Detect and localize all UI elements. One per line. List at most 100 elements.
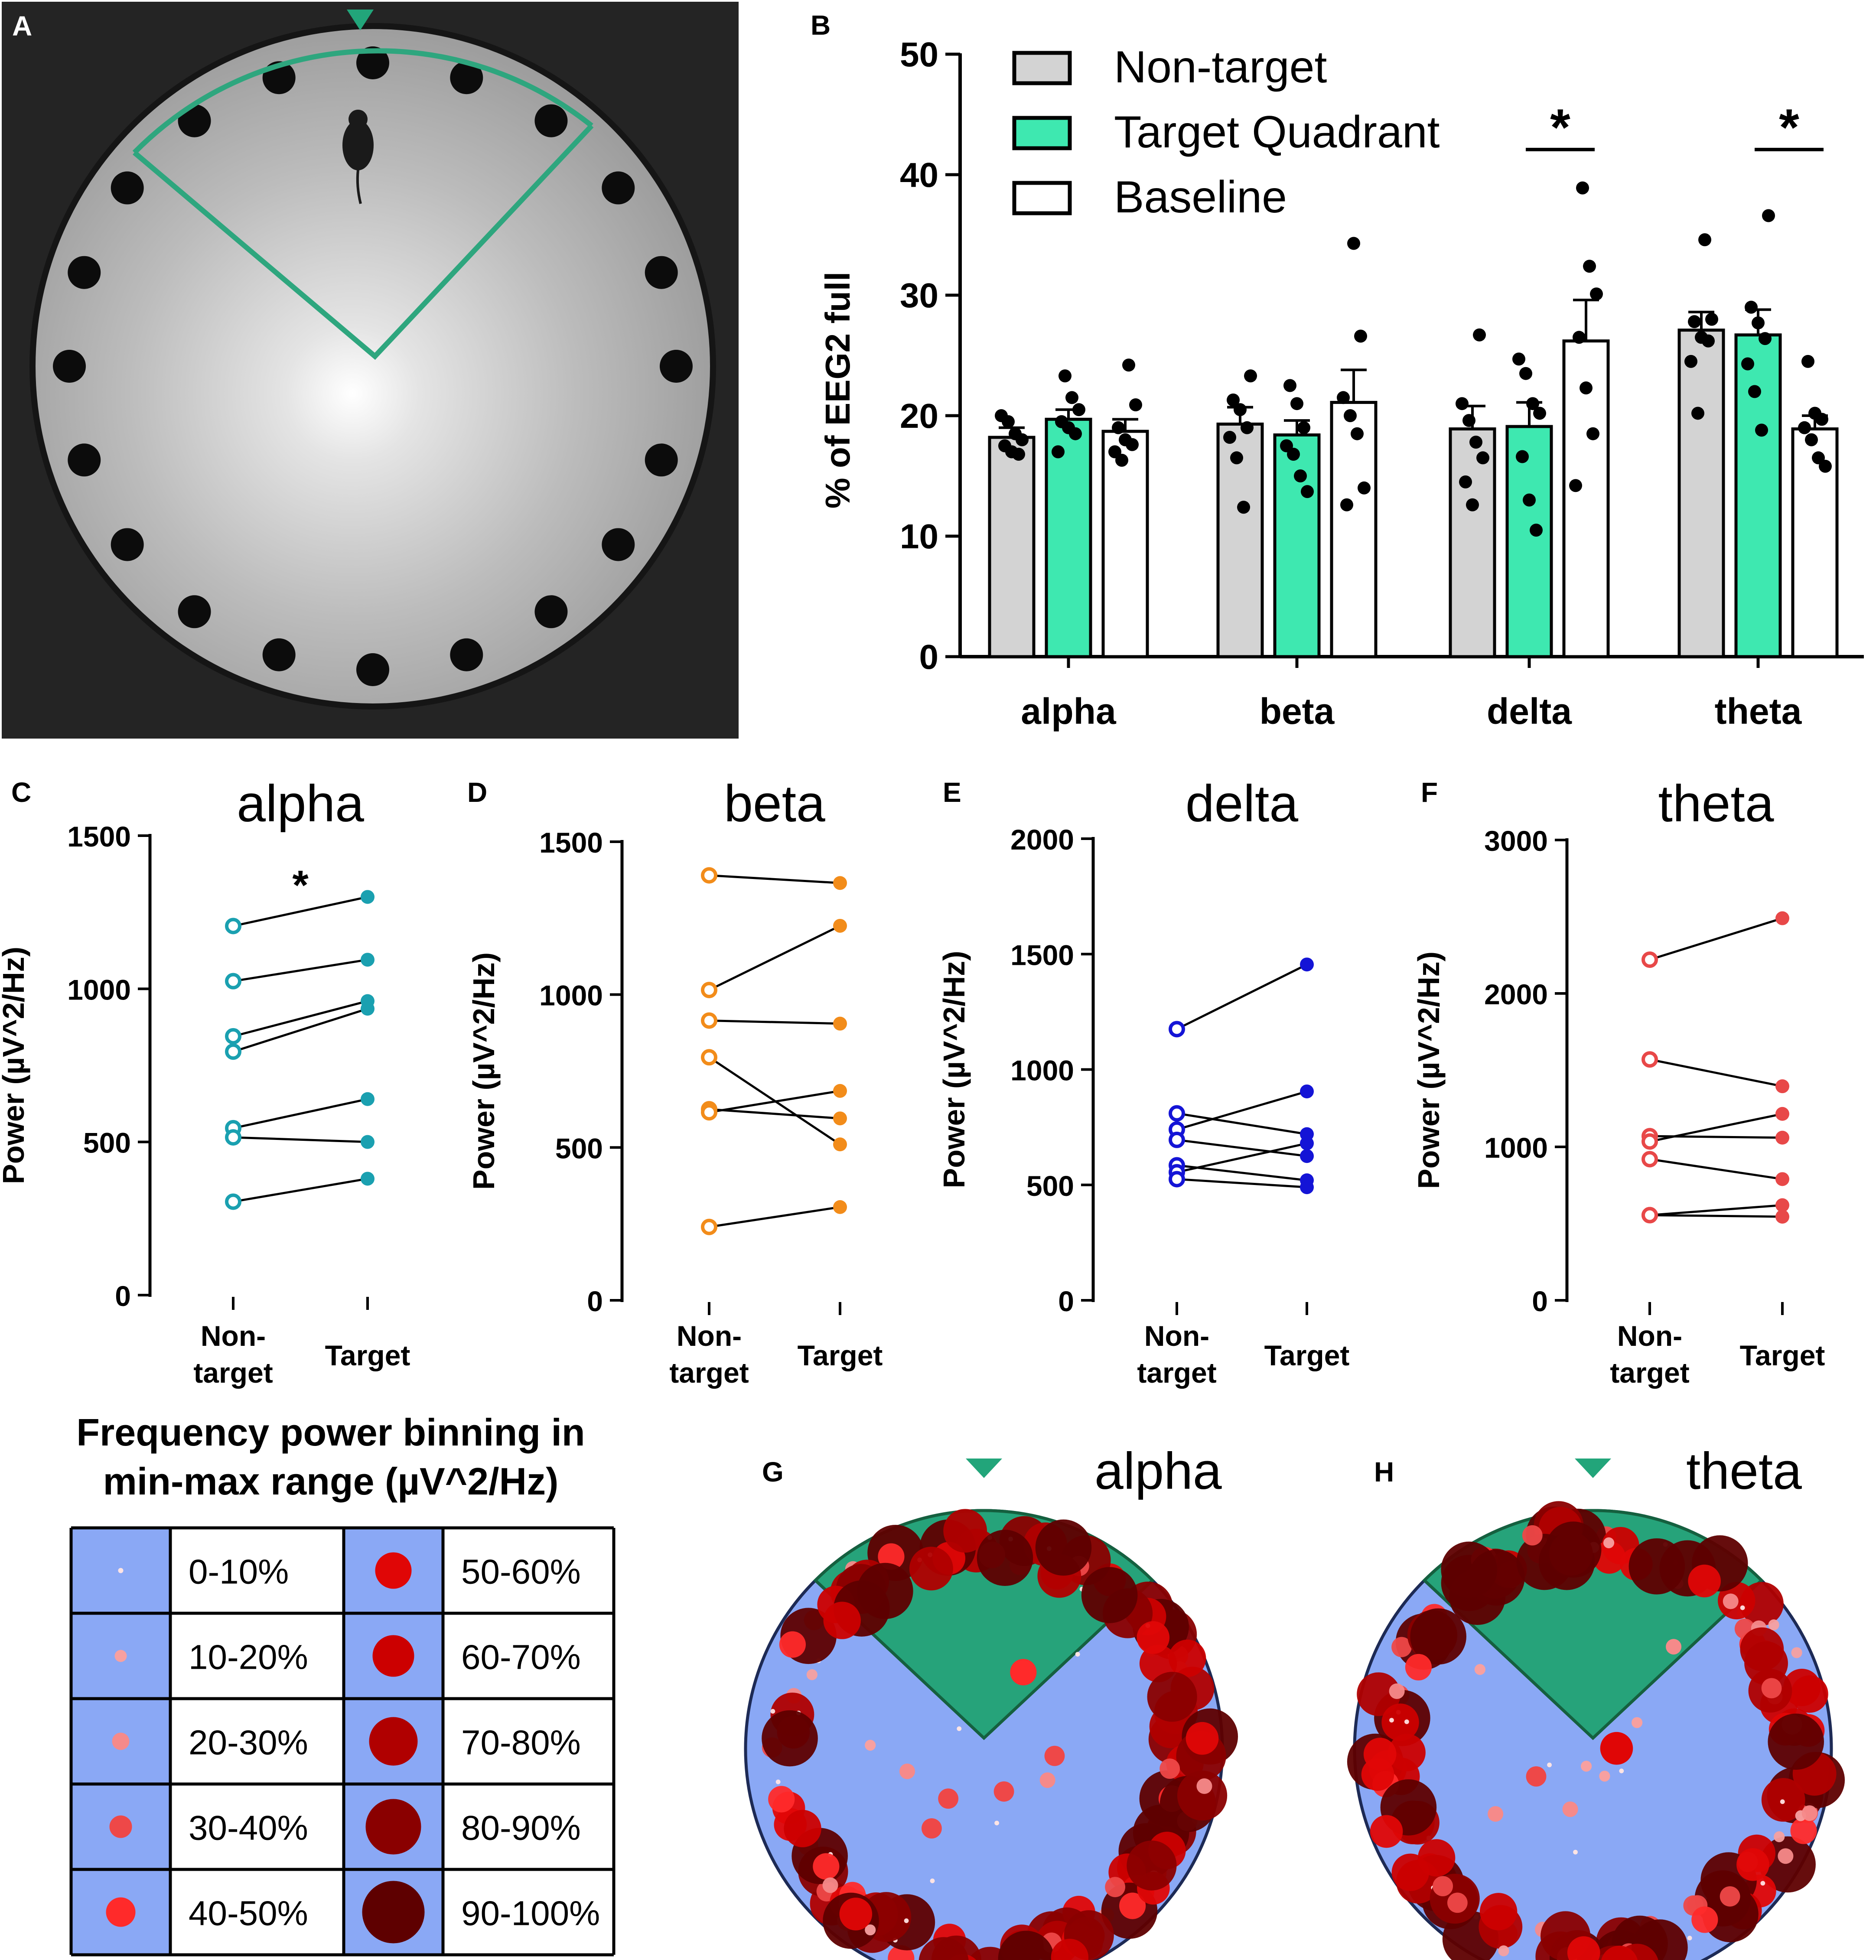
maze-holes [53,46,693,686]
power-dot [957,1726,962,1731]
maze-hole [534,595,568,628]
panel-letter-f: F [1421,777,1438,808]
target-point [361,953,375,967]
data-point [1762,209,1775,222]
power-dot [1479,1893,1518,1931]
data-point [1347,237,1360,250]
power-dot [1740,1627,1784,1671]
target-point [361,1002,375,1016]
legend-dot-5 [375,1552,412,1589]
data-point [1741,357,1754,371]
power-dot [1081,1567,1138,1623]
power-dot [1391,1637,1412,1657]
pair-line [1176,1112,1307,1136]
power-dot [918,1937,969,1960]
maze-hole [356,46,389,79]
nontarget-point [701,1012,717,1029]
y-tick-label: 0 [587,1285,603,1317]
panel-h: H theta [1347,1442,1845,1960]
data-point [1052,445,1065,459]
panel-f: F 0 1000 2000 3000 Power (µV^2/Hz) theta Non-t… [1412,775,1825,1389]
pair-line [1176,963,1308,1030]
power-dot [1760,1881,1765,1886]
nontarget-point [225,1193,241,1210]
x-tick-label-alpha: alpha [1021,691,1117,732]
panel-letter-h: H [1374,1456,1394,1488]
data-point [1337,391,1350,404]
data-point [1012,447,1025,461]
maze-hole [645,256,678,289]
data-point [1576,181,1589,195]
pair-line [709,1206,840,1228]
data-point [1283,379,1296,392]
nontarget-point [1169,1131,1185,1148]
data-point [1476,451,1489,465]
power-dot [1159,1758,1180,1779]
power-dot [1105,1877,1126,1898]
legend-dot-9 [362,1881,425,1944]
pair-line [709,874,840,884]
power-dot [993,1781,1014,1802]
nontarget-point [1169,1105,1185,1122]
chart-title: delta [1186,775,1298,833]
data-point [1533,407,1546,420]
power-dot [977,1530,1033,1586]
maze-hole [53,350,86,383]
mouse-icon [342,110,374,204]
power-dot [1603,1537,1615,1549]
power-dot [1474,1664,1485,1675]
y-tick-label: 500 [83,1127,131,1159]
chart-title: alpha [237,775,364,833]
x-tick-label-nontarget-1: Non- [1617,1320,1682,1352]
pair-line [1649,1214,1783,1218]
nontarget-point [1642,1133,1658,1150]
power-dot [1545,1521,1602,1578]
data-point [1580,381,1593,395]
data-point [1351,427,1364,440]
data-point [1223,431,1236,444]
pair-line [709,1090,840,1113]
x-tick-label-theta: theta [1715,691,1802,732]
nontarget-point [1642,1051,1658,1068]
pair-line [709,1108,840,1120]
legend-label: Baseline [1114,172,1287,222]
power-dot [998,1931,1055,1960]
x-tick-label-target: Target [1740,1339,1825,1371]
data-point [1583,260,1596,273]
power-dot [1768,1619,1779,1631]
target-point [1775,1198,1789,1212]
power-dot [1127,1840,1177,1891]
target-point [1300,957,1314,972]
y-tick-label: 10 [900,517,938,556]
y-axis-label: Power (µV^2/Hz) [0,947,30,1184]
nontarget-point [1169,1171,1185,1188]
pair-line [1176,1090,1307,1131]
maze-hole [602,528,635,561]
data-point [1122,358,1135,372]
paired-chart-alpha: 0 500 1000 1500 Power (µV^2/Hz) alpha Non-targ… [0,775,410,1389]
significance-star: * [1550,98,1570,156]
nontarget-point [225,1129,241,1146]
data-point [1459,475,1472,488]
data-point [1340,498,1353,511]
nontarget-point [701,867,717,884]
maze-hole [450,638,483,671]
data-point [1344,409,1357,422]
bar-chart: 0 10 20 30 40 50 % of EEG2 full alpha beta delta t… [818,35,1864,732]
data-point [1059,369,1072,383]
target-point [1775,1210,1789,1224]
power-dot [1389,1718,1394,1723]
power-dot [1691,1906,1718,1933]
target-marker-icon [347,10,374,30]
target-point [833,1137,847,1152]
pair-line [1649,1158,1783,1180]
panel-letter-c: C [11,777,31,808]
power-dot [1720,1886,1740,1907]
target-point [361,1092,375,1106]
maze-hole [534,104,568,137]
power-dot [775,1779,781,1784]
pair-line [1649,1204,1783,1217]
power-dot [762,1710,818,1767]
data-point [1815,413,1828,426]
y-tick-label: 40 [900,156,938,194]
